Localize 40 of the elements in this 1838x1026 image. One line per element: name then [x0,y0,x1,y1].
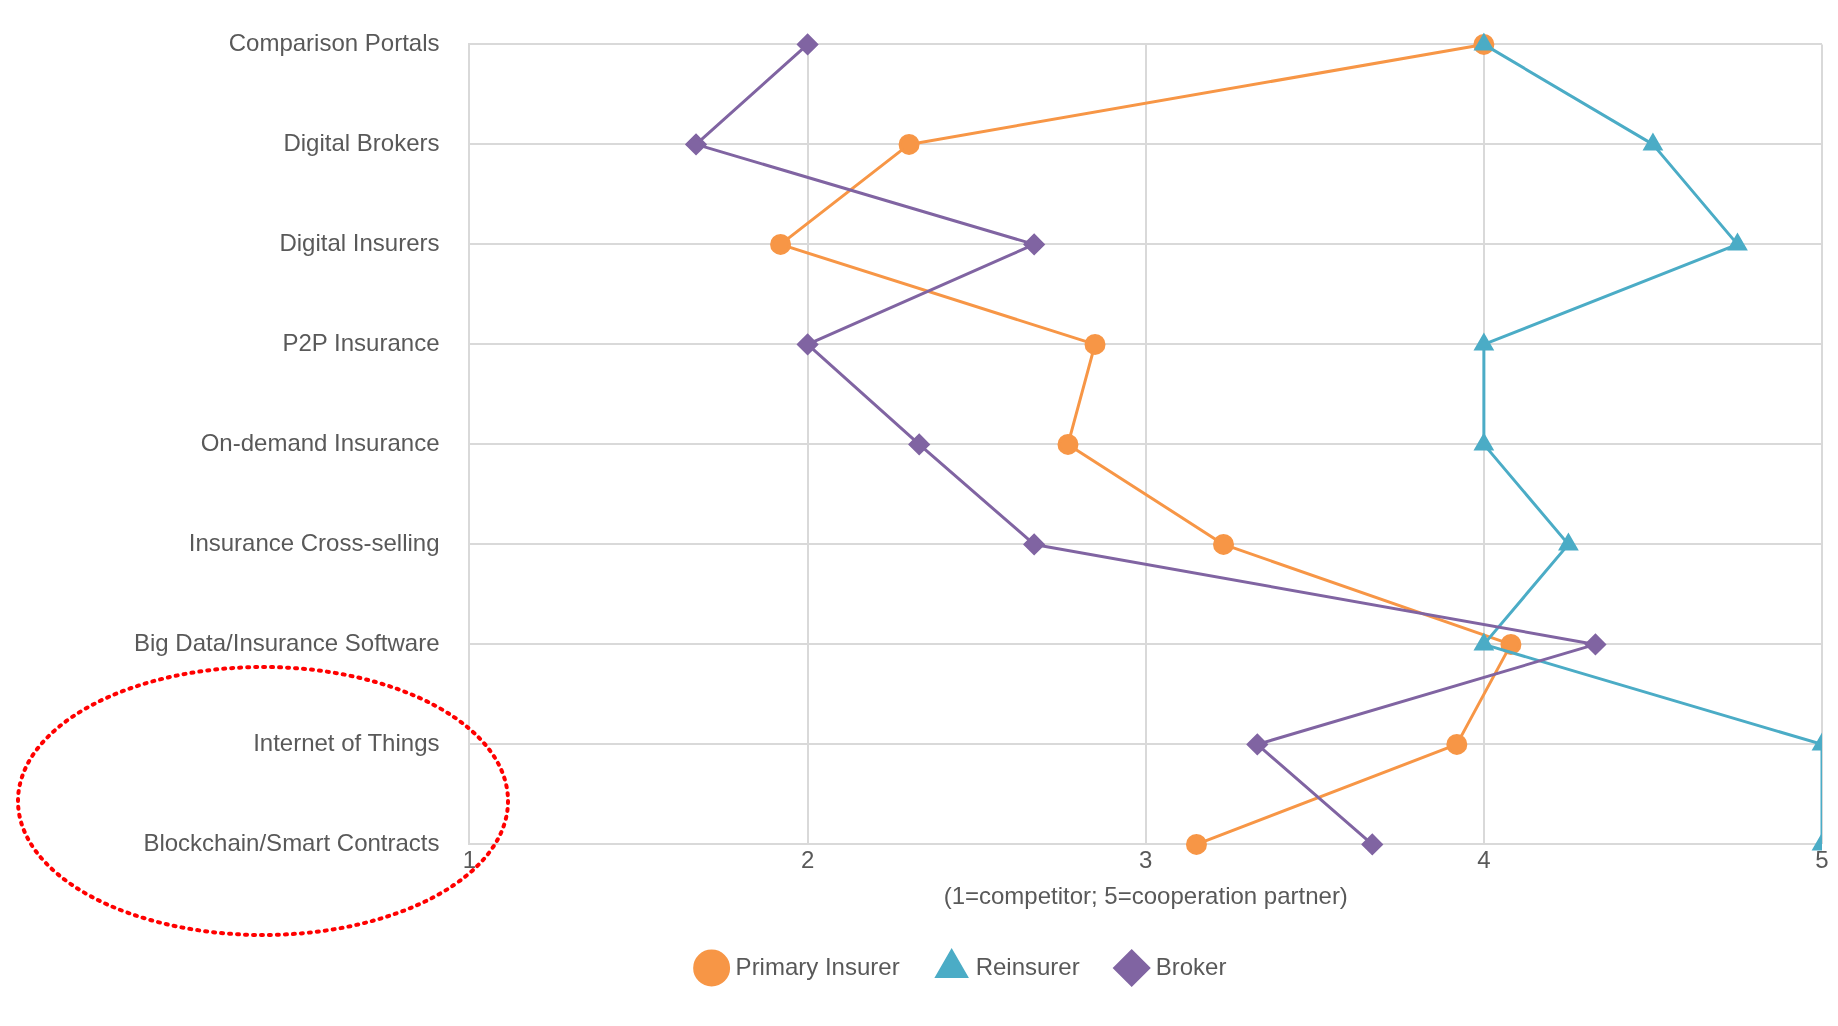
point [1474,633,1494,651]
y-tick-label: P2P Insurance [282,329,440,357]
point [1361,833,1383,855]
point [1474,433,1494,451]
point [770,233,792,255]
point [1185,833,1207,855]
x-tick-label: 3 [1139,846,1153,874]
y-tick-label: Blockchain/Smart Contracts [143,829,440,857]
point [1474,333,1494,351]
legend-label: Primary Insurer [735,952,900,980]
y-tick-label: Digital Insurers [279,229,440,257]
point [1446,733,1468,755]
point [797,33,819,55]
x-tick-label: 1 [462,846,477,874]
y-tick-label: On-demand Insurance [200,429,440,457]
point [1023,233,1045,255]
point [898,133,920,155]
x-tick-label: 4 [1477,846,1491,874]
point [1084,333,1106,355]
point [908,433,930,455]
point [1559,533,1578,551]
y-tick-label: Comparison Portals [228,29,440,57]
y-tick-label: Big Data/Insurance Software [134,629,440,657]
y-tick-label: Insurance Cross-selling [188,529,440,557]
x-axis-title: (1=competitor; 5=cooperation partner) [943,882,1348,910]
legend-label: Broker [1155,952,1227,980]
point [1246,733,1268,755]
y-tick-label: Internet of Things [253,729,440,757]
y-tick-label: Digital Brokers [283,129,440,157]
point [1643,133,1663,151]
point [1584,633,1606,655]
legend-label: Reinsurer [975,952,1080,980]
point [1213,533,1235,555]
point [685,133,707,155]
point [1023,533,1045,555]
point [1057,433,1079,455]
x-tick-label: 2 [800,846,815,874]
x-tick-label: 5 [1815,846,1829,874]
point [1728,233,1747,251]
point [797,333,819,355]
